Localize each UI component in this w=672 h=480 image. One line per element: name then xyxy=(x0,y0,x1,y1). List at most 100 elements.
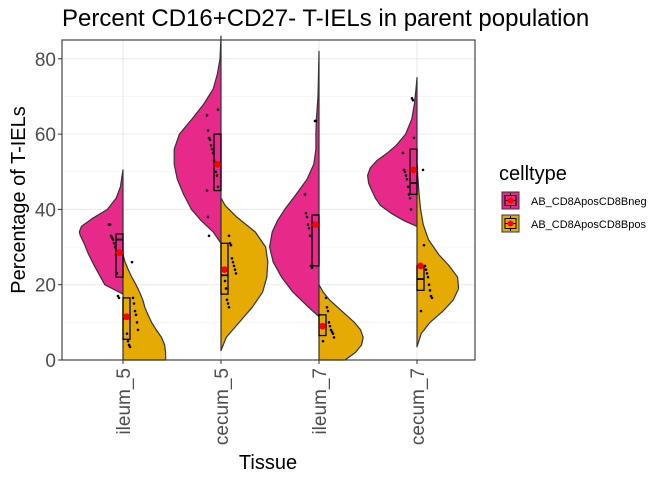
mean-point xyxy=(417,262,424,270)
data-point xyxy=(226,302,230,305)
data-point xyxy=(215,174,219,177)
data-point xyxy=(126,339,130,343)
data-point xyxy=(303,193,307,196)
box-ileum_7 xyxy=(311,214,320,267)
data-point xyxy=(208,138,212,142)
data-point xyxy=(411,98,415,102)
data-point xyxy=(132,302,136,305)
y-tick-label: 0 xyxy=(45,351,56,372)
data-point xyxy=(227,305,231,309)
data-point xyxy=(406,185,410,189)
legend-title: celltype xyxy=(499,163,567,185)
y-tick-label: 60 xyxy=(35,125,56,146)
legend-entry-label: AB_CD8AposCD8Bneg xyxy=(531,196,647,208)
violin-cecum_5-pos xyxy=(220,197,269,352)
data-point xyxy=(230,257,234,260)
data-point xyxy=(321,339,325,343)
legend: celltype AB_CD8AposCD8Bneg AB_CD8AposCD8B… xyxy=(499,163,647,233)
x-tick-label: ileum_5 xyxy=(114,368,135,435)
data-point xyxy=(306,223,310,226)
data-point xyxy=(324,296,328,300)
data-point xyxy=(216,108,220,111)
data-point xyxy=(224,287,228,290)
mean-point xyxy=(116,249,123,257)
data-point xyxy=(419,309,423,313)
data-point xyxy=(234,272,238,275)
data-point xyxy=(206,129,210,132)
data-point xyxy=(130,260,134,264)
violin-ileum_7-pos xyxy=(318,284,364,361)
data-point xyxy=(409,208,413,211)
data-point xyxy=(328,324,332,328)
data-point xyxy=(113,245,117,249)
data-point xyxy=(422,243,426,247)
data-point xyxy=(426,275,430,279)
plot-panel xyxy=(61,35,476,361)
data-point xyxy=(314,119,318,123)
data-point xyxy=(424,268,428,271)
x-axis-title: Tissue xyxy=(239,452,297,474)
data-point xyxy=(427,283,431,287)
data-point xyxy=(430,296,434,300)
data-point xyxy=(425,272,429,275)
data-point xyxy=(403,170,407,174)
violin-ileum_5-neg xyxy=(78,169,124,295)
data-point xyxy=(305,215,309,219)
data-point xyxy=(405,177,409,181)
panel-border xyxy=(61,39,476,361)
mean-point xyxy=(410,166,417,174)
mean-point xyxy=(221,266,228,274)
data-point xyxy=(136,328,140,332)
mean-point xyxy=(123,313,130,321)
legend-key-mean xyxy=(507,220,514,227)
data-point xyxy=(332,336,336,339)
violin-cecum_7-neg xyxy=(367,77,418,227)
data-point xyxy=(209,144,213,147)
data-point xyxy=(115,272,119,275)
data-point xyxy=(128,345,132,349)
x-tick-label: cecum_5 xyxy=(212,368,233,445)
data-point xyxy=(111,238,115,241)
data-point xyxy=(206,215,210,219)
data-point xyxy=(207,234,211,238)
data-point xyxy=(214,170,218,174)
violin-ileum_7-neg xyxy=(269,50,320,318)
data-point xyxy=(310,266,314,270)
legend-entry-label: AB_CD8AposCD8Bpos xyxy=(531,219,646,231)
data-point xyxy=(325,305,329,309)
data-point xyxy=(428,289,432,292)
legend-key-mean xyxy=(507,197,514,204)
data-point xyxy=(135,321,139,324)
box-cecum_7 xyxy=(416,265,425,292)
data-point xyxy=(404,174,408,177)
y-tick-label: 20 xyxy=(35,276,56,297)
data-point xyxy=(304,211,308,215)
data-point xyxy=(423,264,427,268)
x-tick-label: ileum_7 xyxy=(310,368,331,435)
y-tick-label: 40 xyxy=(35,200,56,221)
y-tick-label: 80 xyxy=(35,50,56,71)
mean-point xyxy=(319,322,326,330)
data-point xyxy=(210,147,214,151)
data-point xyxy=(233,268,237,271)
data-point xyxy=(108,223,112,226)
data-point xyxy=(229,243,233,247)
data-point xyxy=(307,226,311,230)
data-point xyxy=(225,298,229,302)
data-point xyxy=(331,332,335,335)
data-point xyxy=(112,241,116,245)
data-point xyxy=(205,189,209,192)
data-point xyxy=(211,151,215,155)
data-point xyxy=(205,113,209,117)
data-point xyxy=(232,264,236,268)
violin-ileum_5-pos xyxy=(122,253,167,361)
x-tick-label: cecum_7 xyxy=(408,368,429,445)
violin-cecum_5-neg xyxy=(173,35,222,244)
data-point xyxy=(212,159,216,162)
data-point xyxy=(408,196,412,200)
violin-cecum_7-pos xyxy=(416,163,460,348)
data-point xyxy=(407,193,411,196)
data-point xyxy=(133,309,137,313)
data-point xyxy=(421,168,425,172)
